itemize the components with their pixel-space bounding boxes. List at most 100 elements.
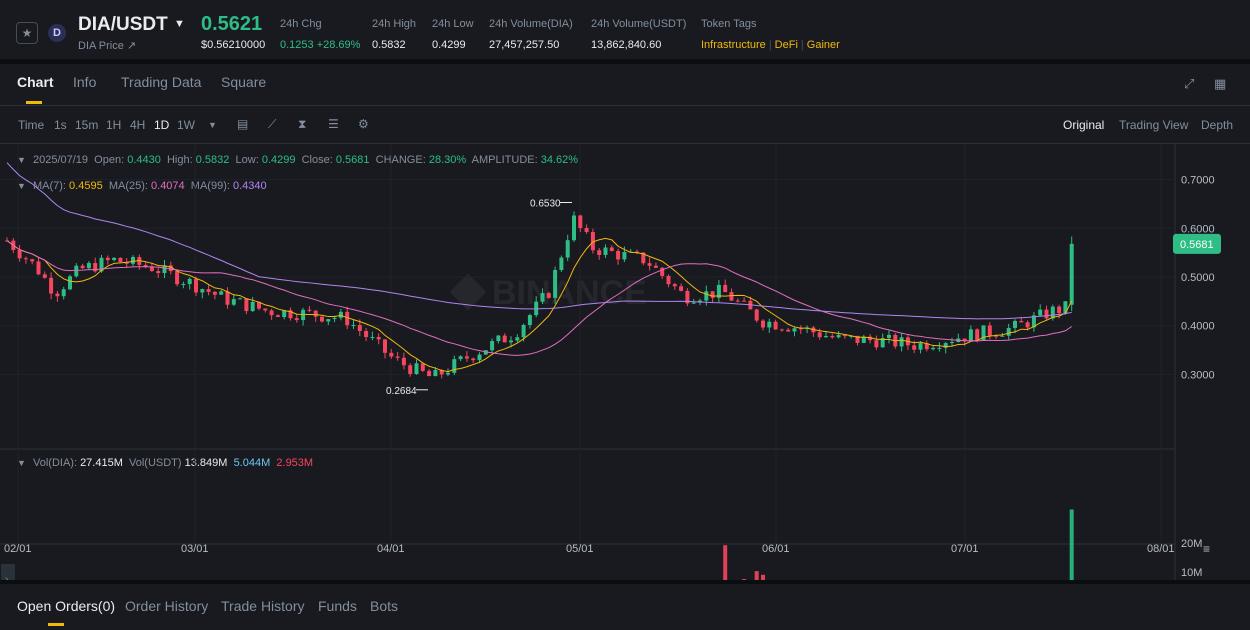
view-trading-view[interactable]: Trading View bbox=[1119, 118, 1189, 132]
view-original[interactable]: Original bbox=[1063, 118, 1105, 132]
token-tags: Token Tags Infrastructure | DeFi | Gainer bbox=[701, 18, 840, 51]
interval-4h[interactable]: 4H bbox=[130, 118, 146, 132]
candle-body bbox=[175, 271, 180, 285]
tab-bots[interactable]: Bots bbox=[370, 598, 399, 614]
tab-open-orders[interactable]: Open Orders(0) bbox=[17, 598, 116, 614]
interval-dropdown-icon[interactable]: ▼ bbox=[208, 120, 217, 130]
candle-body bbox=[590, 232, 595, 251]
layout-grid-icon[interactable]: ▦ bbox=[1214, 76, 1227, 91]
view-depth[interactable]: Depth bbox=[1201, 118, 1234, 132]
tag-defi[interactable]: DeFi bbox=[774, 39, 798, 51]
interval-1s[interactable]: 1s bbox=[54, 118, 67, 132]
price-chart[interactable]: BINANCE 0.7000 0.6000 0.5000 0.4000 0.3000 20… bbox=[0, 144, 1250, 580]
volume-bar bbox=[761, 574, 765, 580]
watermark-logo: BINANCE bbox=[449, 273, 647, 312]
candle-body bbox=[723, 284, 728, 293]
candle-body bbox=[80, 265, 85, 269]
expand-icon[interactable]: ⤢ bbox=[1184, 76, 1195, 91]
candle-body bbox=[483, 350, 488, 355]
tab-info[interactable]: Info bbox=[73, 74, 97, 90]
candle-body bbox=[918, 343, 923, 350]
axis-settings-icon[interactable]: ≡ bbox=[1203, 542, 1210, 556]
candle-body bbox=[830, 336, 835, 338]
candle-body bbox=[968, 329, 973, 342]
stat-24h-high: 24h High 0.5832 bbox=[372, 18, 417, 51]
candle-body bbox=[1057, 306, 1062, 314]
ma99-line bbox=[6, 162, 1072, 320]
candle-body bbox=[887, 334, 891, 338]
caret-down-icon[interactable]: ▼ bbox=[174, 18, 185, 30]
candle-body bbox=[389, 352, 394, 357]
settings-gear-icon[interactable]: ⚙ bbox=[358, 117, 369, 131]
candle-body bbox=[975, 329, 980, 341]
candle-body bbox=[408, 365, 413, 375]
volume-bar bbox=[754, 571, 759, 580]
candle-body bbox=[622, 251, 627, 260]
tab-square[interactable]: Square bbox=[221, 74, 267, 90]
collapse-caret-icon[interactable]: ▼ bbox=[17, 155, 26, 165]
collapse-caret-icon[interactable]: ▼ bbox=[17, 458, 26, 468]
candle-body bbox=[1019, 320, 1024, 323]
candle-body bbox=[282, 310, 287, 318]
date-axis-label: 06/01 bbox=[762, 543, 790, 555]
scroll-left-icon[interactable] bbox=[1, 564, 15, 580]
candle-body bbox=[307, 309, 312, 311]
ma25-line bbox=[6, 240, 1072, 356]
candle-body bbox=[30, 259, 35, 262]
tag-gainer[interactable]: Gainer bbox=[806, 39, 840, 51]
candle-body bbox=[326, 319, 331, 322]
candle-body bbox=[351, 325, 356, 327]
candle-body bbox=[1000, 335, 1005, 337]
candle-body bbox=[49, 277, 54, 294]
candle-body bbox=[439, 370, 444, 375]
interval-1w[interactable]: 1W bbox=[177, 118, 195, 132]
pair-selector[interactable]: DIA/USDT bbox=[78, 14, 168, 35]
drawing-tools-icon[interactable]: ☰ bbox=[328, 117, 339, 131]
tab-trade-history[interactable]: Trade History bbox=[221, 598, 305, 614]
candle-body bbox=[546, 293, 551, 298]
candle-body bbox=[269, 310, 274, 316]
candle-body bbox=[263, 308, 268, 311]
candle-body bbox=[912, 345, 917, 350]
candle-body bbox=[68, 276, 72, 290]
tag-infrastructure[interactable]: Infrastructure bbox=[701, 39, 766, 51]
candle-body bbox=[313, 310, 318, 317]
star-icon[interactable]: ★ bbox=[16, 22, 38, 44]
interval-time[interactable]: Time bbox=[18, 118, 45, 132]
tab-chart[interactable]: Chart bbox=[17, 74, 54, 90]
candle-body bbox=[181, 283, 186, 285]
candle-body bbox=[446, 372, 450, 375]
tab-order-history[interactable]: Order History bbox=[125, 598, 209, 614]
candle-body bbox=[1006, 327, 1011, 336]
candle-body bbox=[206, 289, 211, 292]
interval-1h[interactable]: 1H bbox=[106, 118, 122, 132]
interval-15m[interactable]: 15m bbox=[75, 118, 99, 132]
interval-1d[interactable]: 1D bbox=[154, 118, 170, 132]
date-axis-label: 02/01 bbox=[4, 543, 32, 555]
candle-body bbox=[786, 329, 791, 332]
candle-body bbox=[433, 370, 438, 377]
stat-24h-volume-base: 24h Volume(DIA) 27,457,257.50 bbox=[489, 18, 573, 51]
candle-body bbox=[414, 363, 419, 375]
candle-body bbox=[716, 284, 721, 298]
candle-body bbox=[710, 291, 715, 298]
price-axis-label: 0.4000 bbox=[1181, 321, 1215, 333]
candle-body bbox=[332, 317, 337, 320]
collapse-caret-icon[interactable]: ▼ bbox=[17, 181, 26, 191]
indicator-icon[interactable]: ⟋ bbox=[268, 117, 277, 131]
tab-funds[interactable]: Funds bbox=[318, 598, 357, 614]
calendar-icon[interactable]: ▤ bbox=[237, 117, 249, 131]
candle-body bbox=[540, 293, 545, 302]
date-axis-label: 03/01 bbox=[181, 543, 209, 555]
candle-body bbox=[981, 325, 986, 341]
price-axis-label: 0.5000 bbox=[1181, 272, 1215, 284]
stat-24h-low: 24h Low 0.4299 bbox=[432, 18, 474, 51]
candle-body bbox=[118, 257, 123, 262]
candle-body bbox=[868, 336, 873, 341]
candle-body bbox=[761, 320, 765, 328]
candle-body bbox=[458, 356, 463, 360]
coin-price-link[interactable]: DIA Price ↗ bbox=[78, 40, 137, 52]
tab-trading-data[interactable]: Trading Data bbox=[121, 74, 202, 90]
candle-body bbox=[149, 266, 154, 272]
candle-type-icon[interactable]: ⧗ bbox=[298, 117, 307, 131]
